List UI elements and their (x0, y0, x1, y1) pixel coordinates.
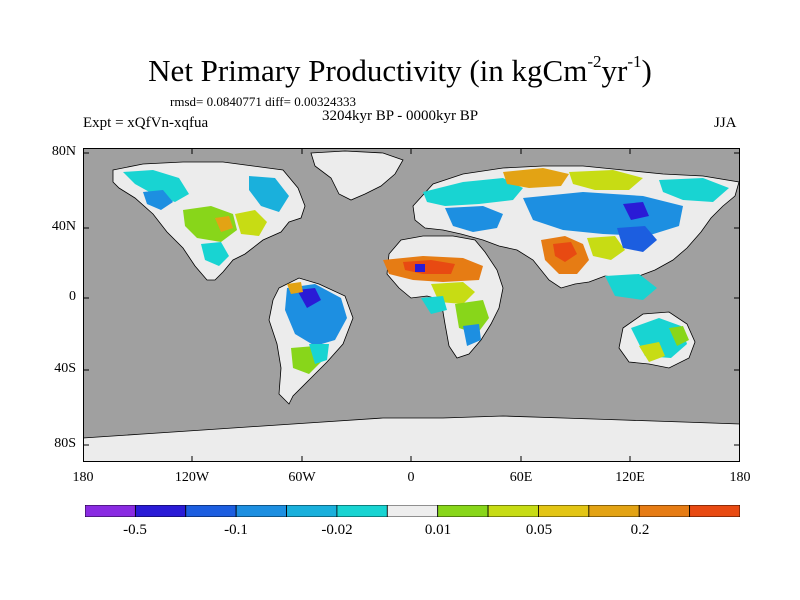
colorbar-swatch (588, 505, 640, 517)
statistics-text: rmsd= 0.0840771 diff= 0.00324333 (170, 94, 356, 109)
colorbar-swatch (487, 505, 539, 517)
lon-label-0: 0 (407, 470, 415, 485)
colorbar-swatch (437, 505, 489, 517)
npp-blue-na2 (249, 176, 289, 212)
npp-cyan-eu (423, 178, 523, 206)
colorbar-label-0-05: 0.05 (525, 522, 553, 538)
colorbar-swatch (134, 505, 187, 517)
npp-cyan-sea (605, 274, 657, 300)
npp-blue-sa (285, 284, 347, 346)
lon-label-60w: 60W (288, 470, 316, 485)
npp-anomaly-patches (123, 168, 729, 374)
lon-label-120e: 120E (615, 470, 645, 485)
npp-orange-sa (287, 282, 303, 294)
colorbar-label-neg0-1: -0.1 (224, 522, 248, 538)
npp-darkblue-asia (623, 202, 649, 220)
lat-label-80n: 80N (51, 144, 76, 159)
colorbar-swatch (235, 505, 287, 517)
npp-red-india (553, 242, 577, 262)
npp-orange-na (215, 216, 233, 232)
npp-yellow-eu (569, 170, 643, 190)
lat-label-0: 0 (69, 289, 76, 304)
npp-yellow-na (235, 210, 267, 236)
lon-label-120w: 120W (174, 470, 210, 485)
season-label: JJA (714, 115, 737, 131)
colorbar-swatch (286, 505, 338, 517)
map-title: Net Primary Productivity (in kgCm-2yr-1) (148, 52, 652, 88)
npp-cyan-sa (309, 344, 329, 364)
colorbar-label-neg0-5: -0.5 (123, 522, 147, 538)
npp-cyan-af (421, 296, 447, 314)
colorbar-label-neg0-02: -0.02 (321, 522, 353, 538)
npp-darkblue-sa (297, 288, 321, 308)
npp-yellow-china (587, 236, 625, 260)
lat-label-80s: 80S (54, 436, 76, 451)
colorbar-swatch (336, 505, 388, 517)
npp-cyan-na (123, 170, 189, 202)
lon-label-60e: 60E (509, 470, 533, 485)
greenland (310, 150, 404, 201)
npp-blue-af (463, 324, 481, 346)
npp-orange-eu (503, 168, 569, 188)
npp-yellow-aus (639, 342, 665, 362)
npp-cyan-na2 (201, 242, 229, 266)
npp-green-af (455, 300, 489, 334)
npp-blue-china (617, 226, 657, 252)
colorbar-label-0-2: 0.2 (630, 522, 650, 538)
npp-cyan-asia (659, 178, 729, 202)
colorbar-swatch (386, 505, 439, 517)
colorbar (85, 505, 740, 517)
npp-green-aus (669, 326, 689, 346)
colorbar-swatch (185, 505, 237, 517)
map-ticks (83, 148, 740, 462)
lat-label-40s: 40S (54, 361, 76, 376)
npp-green-na (183, 206, 237, 242)
colorbar-swatch (689, 505, 740, 517)
antarctica (83, 415, 740, 462)
npp-blue-na (143, 190, 173, 210)
lon-label-180w: 180 (72, 470, 94, 485)
lat-label-40n: 40N (51, 219, 76, 234)
colorbar-swatch (638, 505, 691, 517)
npp-darkblue-sahel (415, 264, 425, 272)
colorbar-swatch (85, 505, 136, 517)
colorbar-swatch (538, 505, 590, 517)
lon-label-180e: 180 (729, 470, 751, 485)
colorbar-label-0-01: 0.01 (424, 522, 452, 538)
npp-blue-eu (445, 206, 503, 232)
experiment-label: Expt = xQfVn-xqfua (83, 115, 209, 131)
world-map (83, 148, 740, 462)
period-subtitle: 3204kyr BP - 0000kyr BP (322, 108, 479, 124)
